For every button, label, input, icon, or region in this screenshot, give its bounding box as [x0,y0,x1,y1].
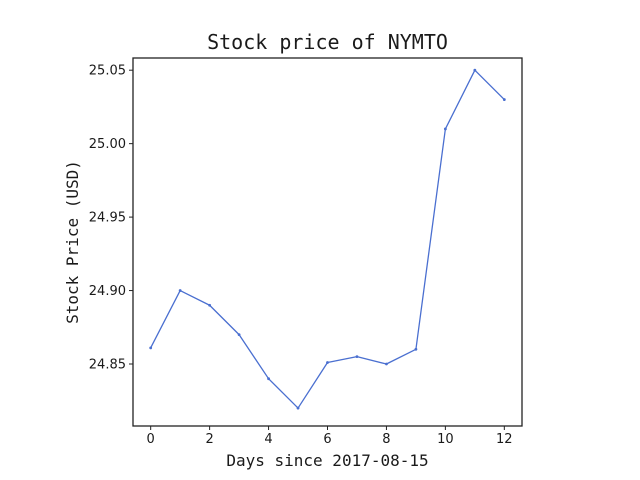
data-point [385,362,388,366]
x-axis-label: Days since 2017-08-15 [226,451,428,470]
x-tick-label: 2 [205,432,213,447]
data-point [326,361,329,364]
y-tick-label: 25.00 [89,137,126,152]
x-axis: 0 2 4 6 8 10 12 [147,426,513,447]
chart-title: Stock price of NYMTO [207,30,448,54]
y-tick-label: 24.85 [89,358,126,373]
x-tick-label: 10 [437,432,454,447]
data-point [355,355,359,359]
data-point [502,98,506,101]
data-point [267,377,270,381]
data-point [473,68,477,72]
data-point [296,406,300,410]
x-tick-label: 0 [147,432,155,447]
plot-area [149,68,506,410]
data-point [443,127,447,131]
y-tick-label: 24.95 [89,211,126,226]
y-axis-label: Stock Price (USD) [63,160,82,324]
y-tick-label: 25.05 [89,64,126,79]
y-tick-label: 24.90 [89,284,126,299]
data-point [178,289,182,292]
data-point [208,303,212,307]
x-tick-label: 6 [323,432,331,447]
x-tick-label: 8 [382,432,390,447]
data-point [149,346,153,350]
data-point [237,333,241,337]
y-axis: 24.85 24.90 24.95 25.00 25.05 [89,64,133,373]
x-tick-label: 4 [264,432,272,447]
data-point [414,347,418,351]
x-tick-label: 12 [496,432,513,447]
